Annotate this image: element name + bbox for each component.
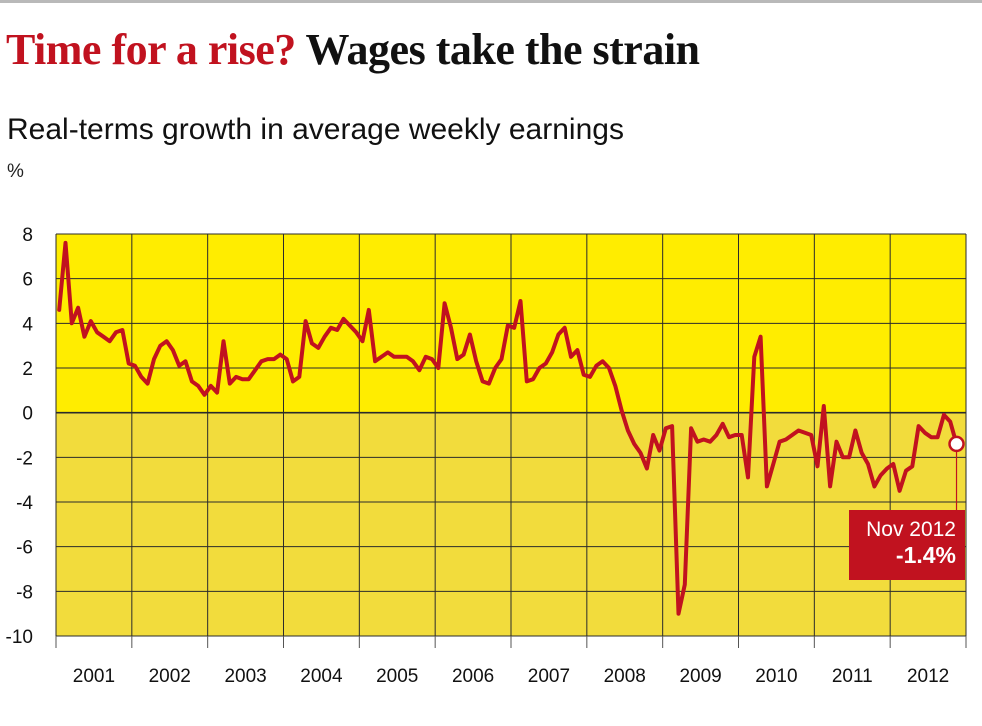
y-tick-label: -8 [16, 582, 33, 603]
y-tick-label: 4 [22, 314, 33, 335]
headline-question: Time for a rise? [6, 25, 296, 74]
y-tick-label: -6 [16, 538, 33, 559]
x-tick-label: 2012 [907, 666, 949, 687]
x-tick-label: 2002 [149, 666, 191, 687]
callout-value-label: -1.4% [895, 542, 956, 568]
top-rule [0, 0, 982, 3]
x-tick-label: 2001 [73, 666, 115, 687]
callout-date-label: Nov 2012 [866, 518, 956, 541]
y-tick-label: 2 [22, 359, 33, 380]
y-tick-label: 8 [22, 225, 33, 246]
x-tick-label: 2007 [528, 666, 570, 687]
x-tick-label: 2008 [604, 666, 646, 687]
series [57, 240, 959, 616]
series-line [57, 240, 959, 616]
x-tick-label: 2003 [224, 666, 266, 687]
latest-value-callout: Nov 2012 -1.4% [849, 510, 965, 580]
chart-title: Real-terms growth in average weekly earn… [7, 113, 624, 146]
y-axis: 8 6 4 2 0 -2 -4 -6 -8 -10 [6, 225, 34, 648]
y-tick-label: 0 [22, 404, 33, 425]
x-tick-label: 2011 [832, 666, 873, 687]
x-tick-label: 2010 [755, 666, 797, 687]
headline-statement: Wages take the strain [305, 25, 700, 74]
y-tick-label: -4 [16, 493, 33, 514]
headline: Time for a rise? Wages take the strain [6, 28, 700, 72]
annotation [948, 435, 965, 512]
y-tick-label: -10 [6, 627, 33, 648]
latest-point-marker [948, 435, 965, 453]
x-axis: 2001 2002 2003 2004 2005 2006 2007 2008 2009 2010… [73, 666, 949, 687]
y-tick-label: 6 [22, 270, 33, 291]
x-tick-label: 2006 [452, 666, 494, 687]
x-tick-label: 2009 [679, 666, 721, 687]
y-axis-unit: % [7, 161, 24, 182]
x-tick-label: 2005 [376, 666, 418, 687]
y-tick-label: -2 [16, 448, 33, 469]
x-tick-label: 2004 [300, 666, 343, 687]
